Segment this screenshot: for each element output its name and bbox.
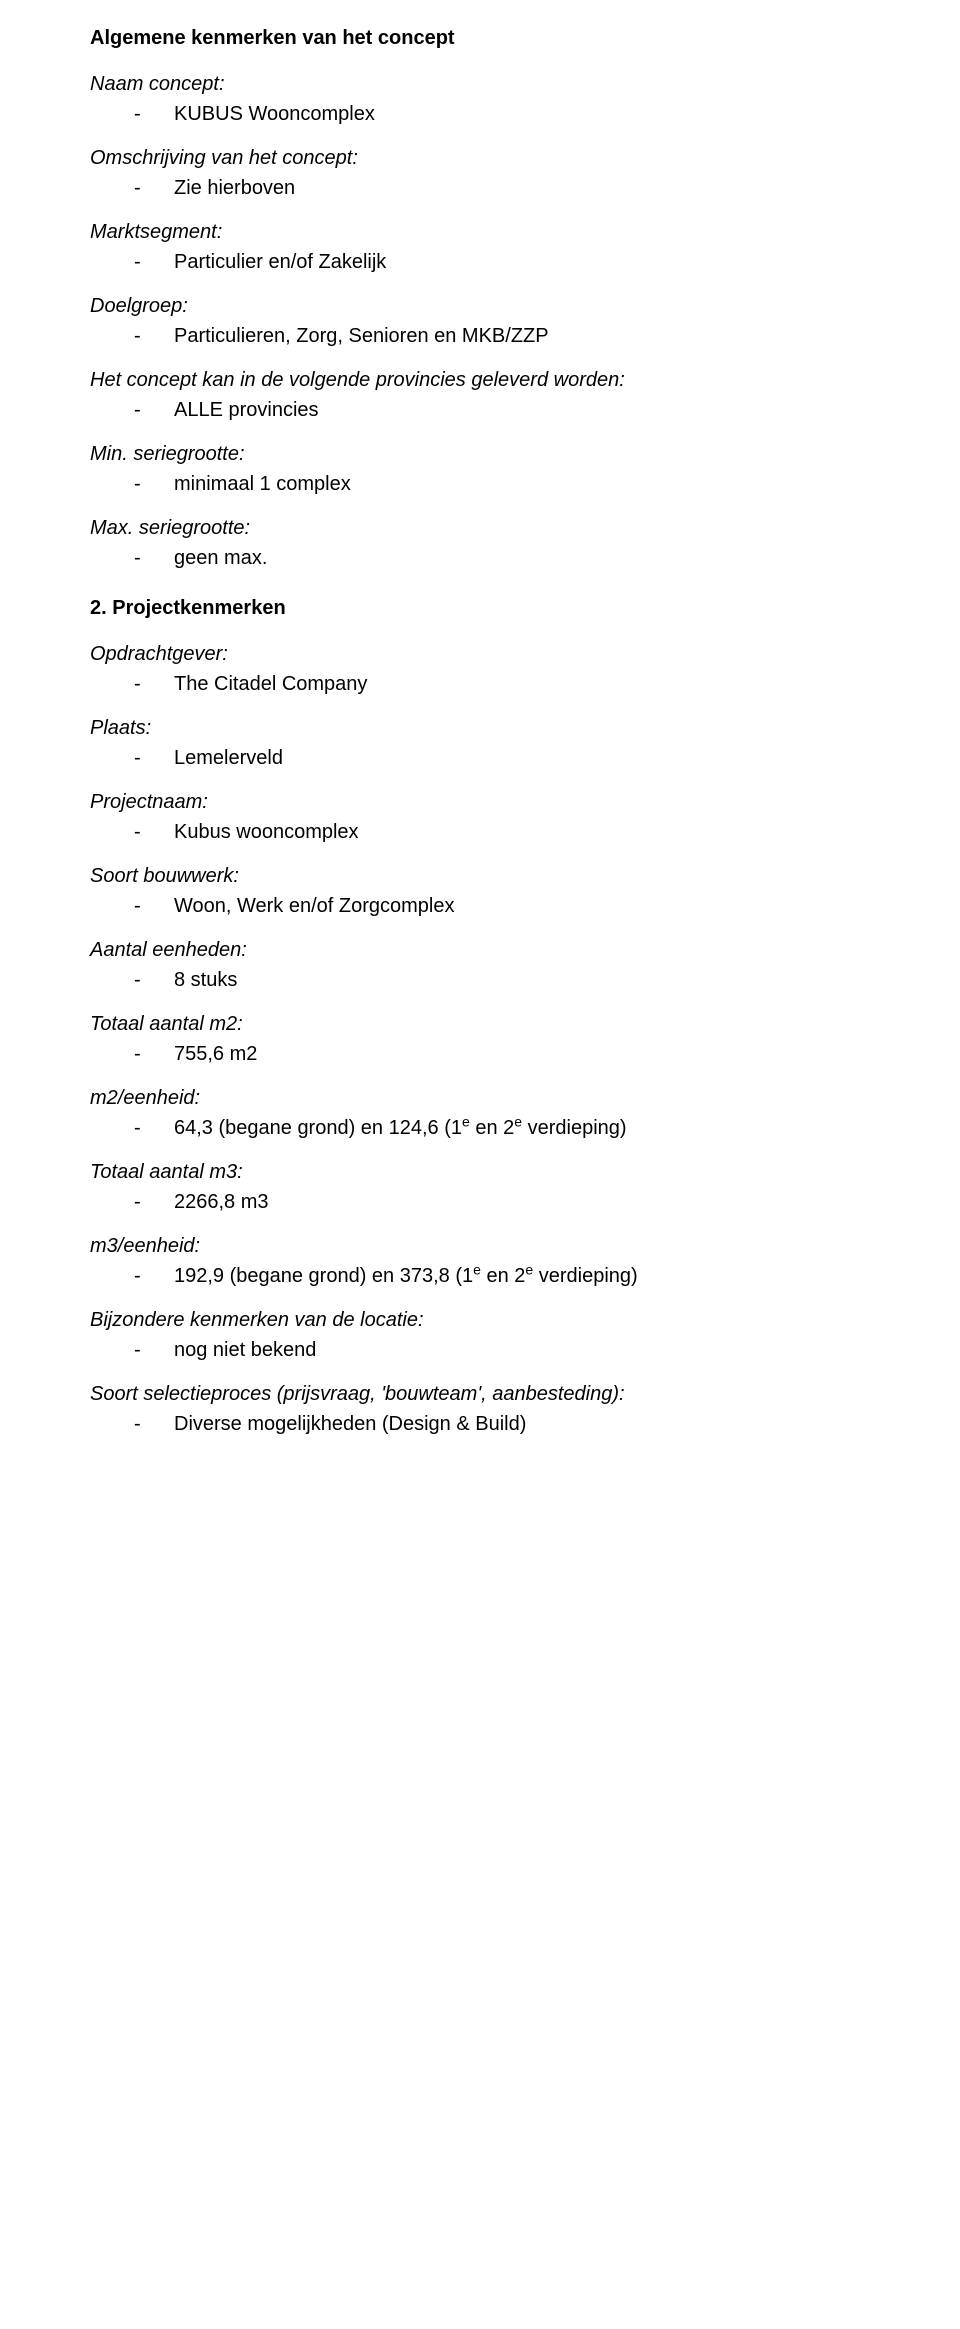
section-heading: Algemene kenmerken van het concept xyxy=(90,24,870,52)
field-value: Lemelerveld xyxy=(134,744,870,772)
field-value-list: Particulier en/of Zakelijk xyxy=(90,248,870,276)
field-label: m3/eenheid: xyxy=(90,1232,870,1260)
field-label: Bijzondere kenmerken van de locatie: xyxy=(90,1306,870,1334)
field-label: Min. seriegrootte: xyxy=(90,440,870,468)
field-value: Particulier en/of Zakelijk xyxy=(134,248,870,276)
field-label: Marktsegment: xyxy=(90,218,870,246)
field-value: KUBUS Wooncomplex xyxy=(134,100,870,128)
field-label: Omschrijving van het concept: xyxy=(90,144,870,172)
field-label: Opdrachtgever: xyxy=(90,640,870,668)
field-value: minimaal 1 complex xyxy=(134,470,870,498)
field-value-list: The Citadel Company xyxy=(90,670,870,698)
field-value: ALLE provincies xyxy=(134,396,870,424)
field-value: Particulieren, Zorg, Senioren en MKB/ZZP xyxy=(134,322,870,350)
field-value: 2266,8 m3 xyxy=(134,1188,870,1216)
field-value-list: 192,9 (begane grond) en 373,8 (1e en 2e … xyxy=(90,1262,870,1290)
field-value-list: Woon, Werk en/of Zorgcomplex xyxy=(90,892,870,920)
field-value: Woon, Werk en/of Zorgcomplex xyxy=(134,892,870,920)
field-value: nog niet bekend xyxy=(134,1336,870,1364)
field-value-list: Diverse mogelijkheden (Design & Build) xyxy=(90,1410,870,1438)
field-value-list: minimaal 1 complex xyxy=(90,470,870,498)
field-label: Projectnaam: xyxy=(90,788,870,816)
superscript: e xyxy=(473,1261,481,1277)
field-label: Totaal aantal m2: xyxy=(90,1010,870,1038)
field-value-list: 2266,8 m3 xyxy=(90,1188,870,1216)
field-value: The Citadel Company xyxy=(134,670,870,698)
field-label: Plaats: xyxy=(90,714,870,742)
field-value: Kubus wooncomplex xyxy=(134,818,870,846)
field-value-part: en 2 xyxy=(481,1265,525,1287)
field-value: 755,6 m2 xyxy=(134,1040,870,1068)
field-value: Zie hierboven xyxy=(134,174,870,202)
section-heading: 2. Projectkenmerken xyxy=(90,594,870,622)
field-value-list: nog niet bekend xyxy=(90,1336,870,1364)
field-label: Het concept kan in de volgende provincie… xyxy=(90,366,870,394)
field-value-list: Kubus wooncomplex xyxy=(90,818,870,846)
field-value-list: Lemelerveld xyxy=(90,744,870,772)
field-label: Soort bouwwerk: xyxy=(90,862,870,890)
field-value-part: en 2 xyxy=(470,1117,514,1139)
field-value-list: 8 stuks xyxy=(90,966,870,994)
field-value-part: verdieping) xyxy=(522,1117,627,1139)
field-label: Naam concept: xyxy=(90,70,870,98)
field-value-list: 64,3 (begane grond) en 124,6 (1e en 2e v… xyxy=(90,1114,870,1142)
field-value-list: Zie hierboven xyxy=(90,174,870,202)
field-label: m2/eenheid: xyxy=(90,1084,870,1112)
field-value: 8 stuks xyxy=(134,966,870,994)
field-label: Doelgroep: xyxy=(90,292,870,320)
field-value-list: Particulieren, Zorg, Senioren en MKB/ZZP xyxy=(90,322,870,350)
field-value-part: 64,3 (begane grond) en 124,6 (1 xyxy=(174,1117,462,1139)
field-value-list: KUBUS Wooncomplex xyxy=(90,100,870,128)
field-value-list: ALLE provincies xyxy=(90,396,870,424)
field-value: geen max. xyxy=(134,544,870,572)
field-label: Soort selectieproces (prijsvraag, 'bouwt… xyxy=(90,1380,870,1408)
field-label: Totaal aantal m3: xyxy=(90,1158,870,1186)
field-label: Aantal eenheden: xyxy=(90,936,870,964)
superscript: e xyxy=(514,1113,522,1129)
field-value-part: 192,9 (begane grond) en 373,8 (1 xyxy=(174,1265,473,1287)
field-value: 64,3 (begane grond) en 124,6 (1e en 2e v… xyxy=(134,1114,870,1142)
superscript: e xyxy=(462,1113,470,1129)
field-value-list: 755,6 m2 xyxy=(90,1040,870,1068)
field-value-list: geen max. xyxy=(90,544,870,572)
field-value: Diverse mogelijkheden (Design & Build) xyxy=(134,1410,870,1438)
document-page: Algemene kenmerken van het concept Naam … xyxy=(0,0,960,1500)
field-value-part: verdieping) xyxy=(533,1265,638,1287)
field-label: Max. seriegrootte: xyxy=(90,514,870,542)
field-value: 192,9 (begane grond) en 373,8 (1e en 2e … xyxy=(134,1262,870,1290)
